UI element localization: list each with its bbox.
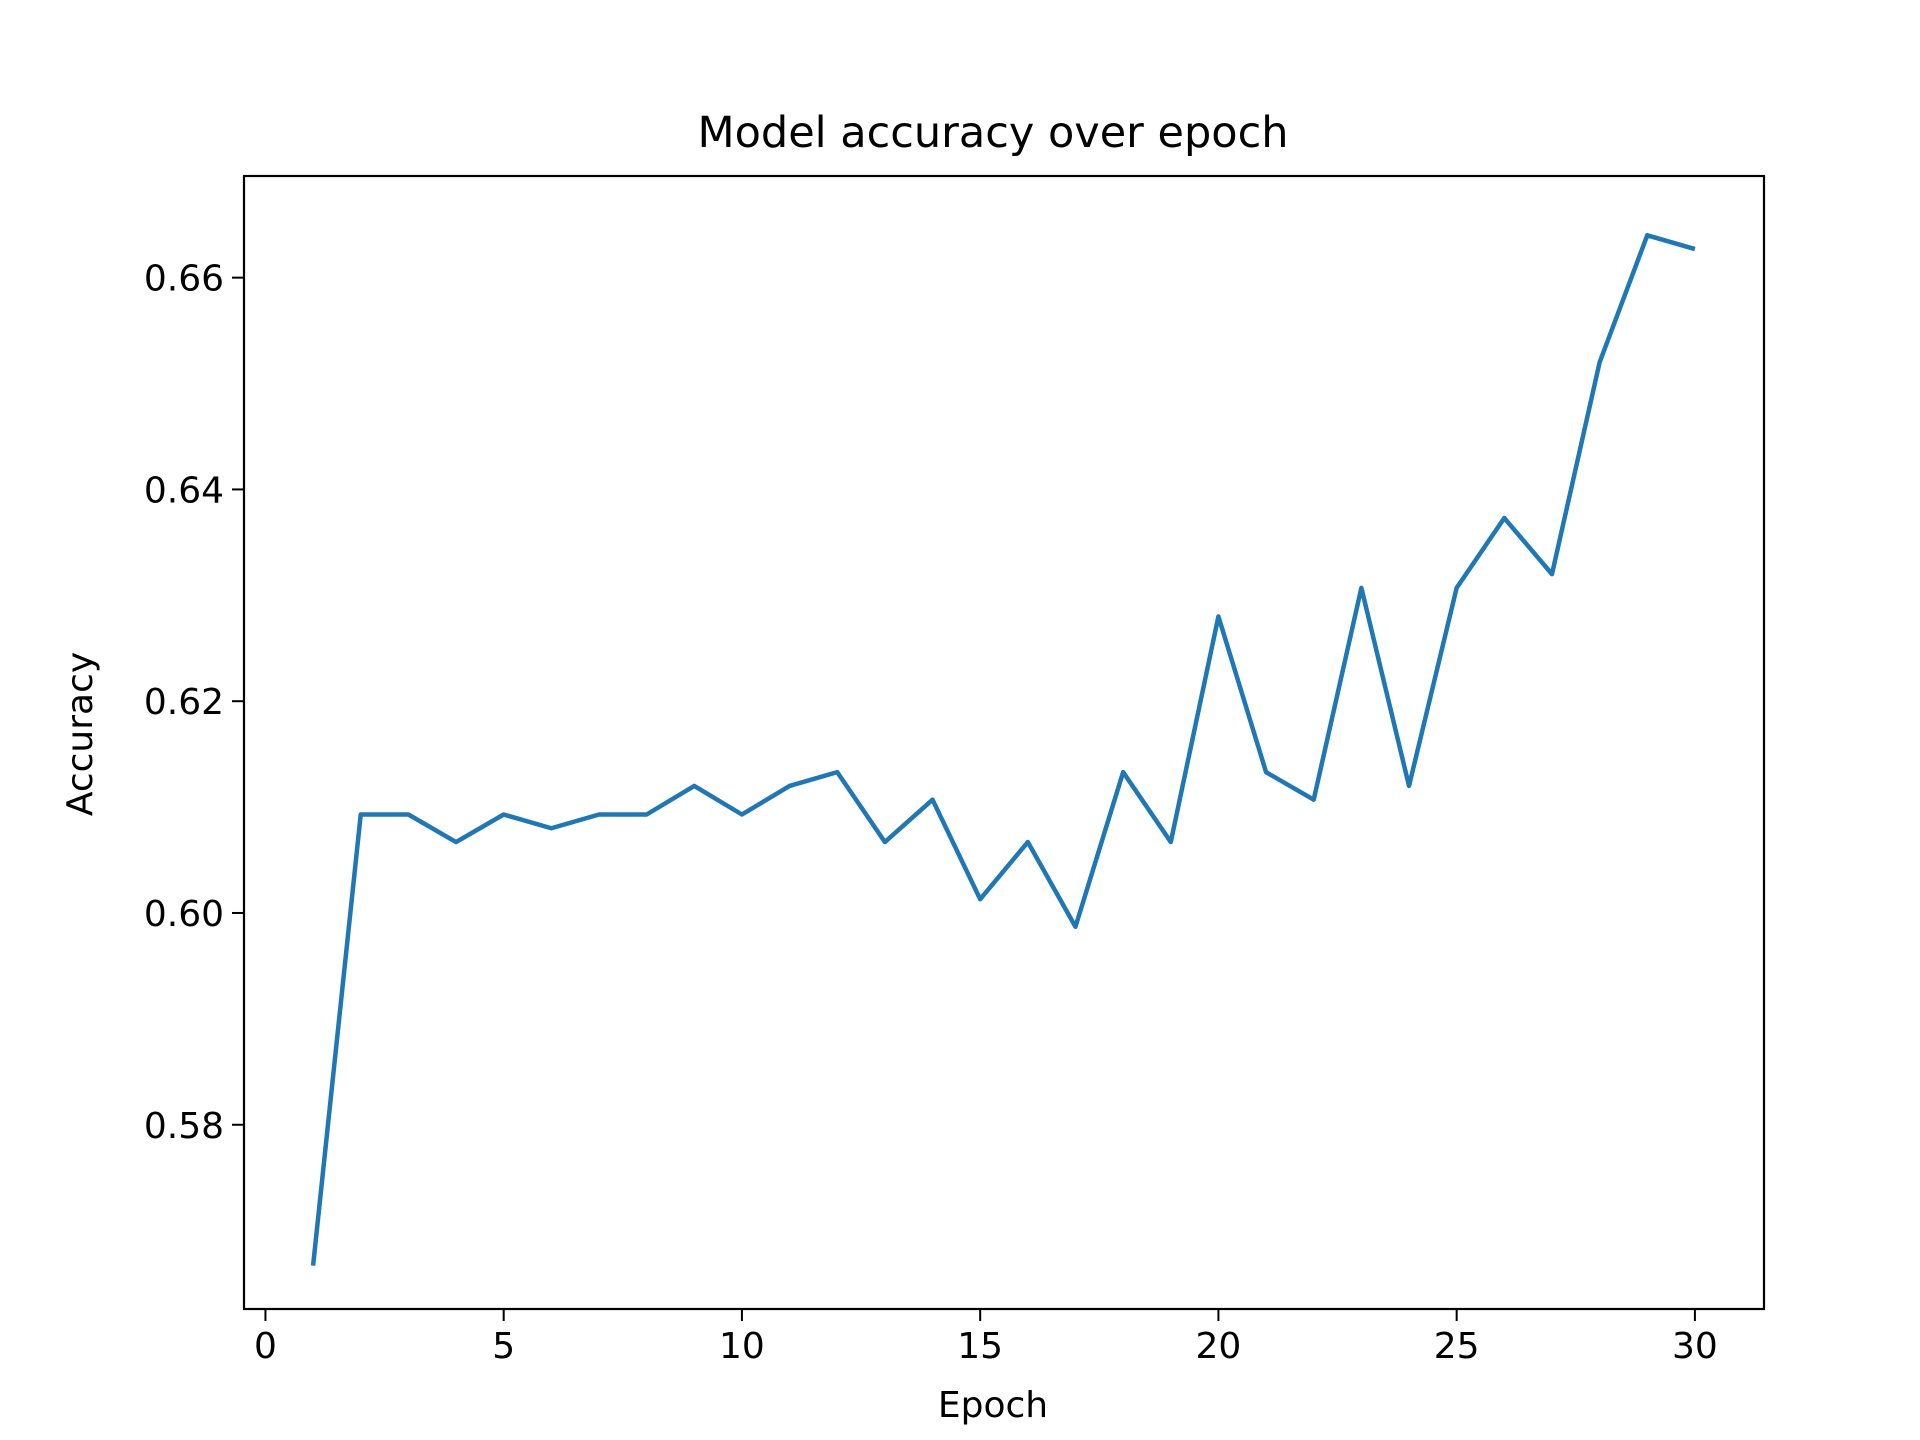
y-tick-label: 0.58 (144, 1106, 224, 1147)
x-tick-label: 15 (957, 1326, 1003, 1367)
x-tick-label: 0 (254, 1326, 277, 1367)
x-tick-label: 25 (1434, 1326, 1480, 1367)
y-tick-label: 0.62 (144, 682, 224, 723)
y-tick-label: 0.66 (144, 259, 224, 300)
x-axis-title: Epoch (938, 1385, 1048, 1426)
y-tick-label: 0.60 (144, 894, 224, 935)
x-tick-label: 20 (1196, 1326, 1242, 1367)
y-tick-label: 0.64 (144, 470, 224, 511)
chart-title: Model accuracy over epoch (698, 108, 1289, 158)
y-axis-title: Accuracy (60, 652, 101, 816)
x-tick-label: 10 (719, 1326, 765, 1367)
x-tick-label: 5 (492, 1326, 515, 1367)
x-tick-label: 30 (1672, 1326, 1718, 1367)
